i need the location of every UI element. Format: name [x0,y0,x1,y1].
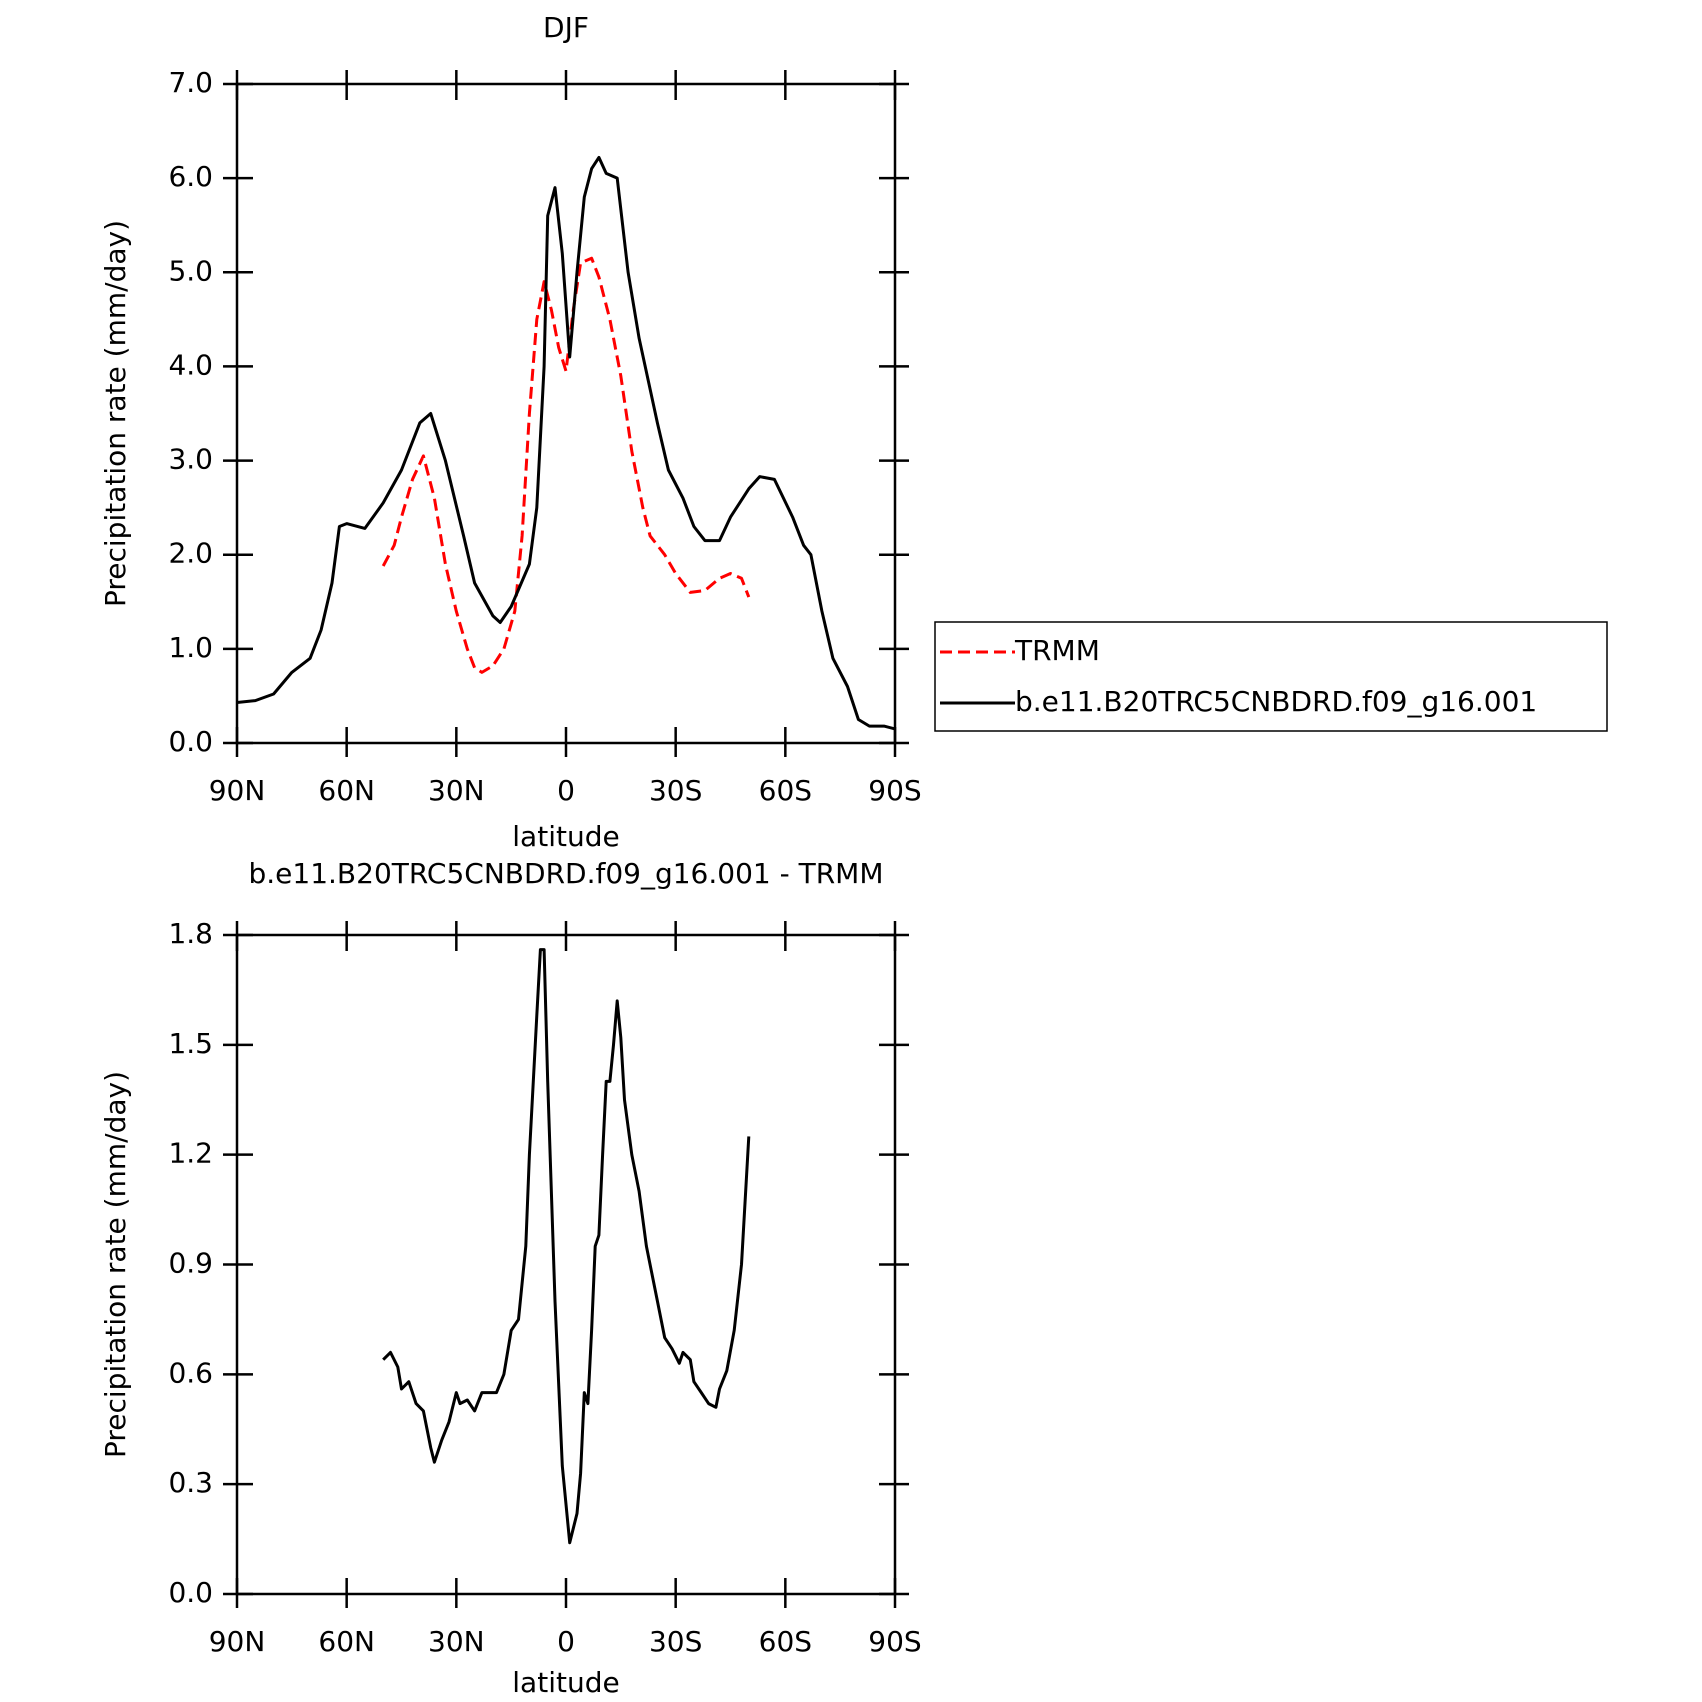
y-tick-label: 5.0 [168,254,213,287]
data-line [381,256,751,674]
y-tick-label: 2.0 [168,537,213,570]
y-tick-label: 7.0 [168,66,213,99]
data-line [382,948,751,1545]
x-tick-label: 90S [868,1625,921,1658]
y-tick-label: 0.0 [168,1576,213,1609]
y-axis-label: Precipitation rate (mm/day) [99,1071,132,1458]
legend-box [934,621,1608,732]
data-line [236,155,896,731]
panel-title: DJF [543,11,589,44]
y-tick-label: 0.6 [168,1356,213,1389]
y-tick-label: 1.0 [168,631,213,664]
x-tick-label: 0 [557,774,575,807]
x-axis-label: latitude [512,820,619,853]
x-axis-label: latitude [512,1666,619,1699]
x-tick-label: 30N [428,1625,485,1658]
y-tick-label: 3.0 [168,443,213,476]
y-tick-label: 0.3 [168,1466,213,1499]
y-axis-label: Precipitation rate (mm/day) [99,220,132,607]
legend-label: TRMM [1014,634,1100,667]
x-tick-label: 0 [557,1625,575,1658]
legend-label: b.e11.B20TRC5CNBDRD.f09_g16.001 [1015,685,1537,718]
y-tick-label: 1.2 [168,1137,213,1170]
x-tick-label: 30S [649,774,702,807]
y-tick-label: 1.5 [168,1027,213,1060]
plot-frame [235,82,897,745]
x-tick-label: 30N [428,774,485,807]
x-tick-label: 60N [318,774,375,807]
y-tick-label: 1.8 [168,917,213,950]
y-tick-label: 4.0 [168,348,213,381]
y-tick-label: 0.9 [168,1247,213,1280]
x-tick-label: 90N [209,1625,266,1658]
x-tick-label: 30S [649,1625,702,1658]
x-tick-label: 60S [759,774,812,807]
x-tick-label: 60N [318,1625,375,1658]
panel-title: b.e11.B20TRC5CNBDRD.f09_g16.001 - TRMM [249,857,884,890]
x-tick-label: 60S [759,1625,812,1658]
x-tick-label: 90N [209,774,266,807]
y-tick-label: 6.0 [168,160,213,193]
x-tick-label: 90S [868,774,921,807]
y-tick-label: 0.0 [168,725,213,758]
